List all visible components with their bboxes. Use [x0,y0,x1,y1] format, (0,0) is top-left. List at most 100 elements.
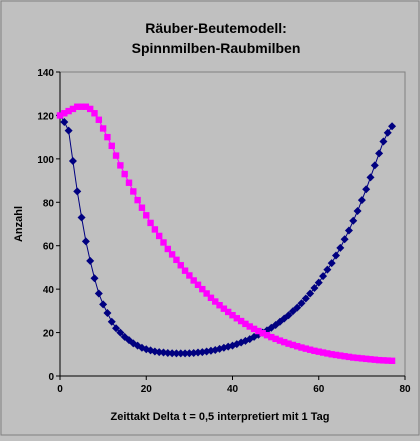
data-point [375,356,383,364]
data-point [284,311,293,320]
data-point [306,346,314,353]
data-point [336,243,345,252]
data-point [60,117,69,126]
data-point [134,196,141,204]
y-axis-label: Anzahl [13,206,25,242]
x-axis-label: Zeittakt Delta t = 0,5 interpretiert mit… [111,411,330,423]
y-tick-label: 0 [48,372,54,383]
data-point [74,103,81,110]
data-point [190,277,197,284]
data-point [185,349,194,358]
data-point [388,357,396,364]
data-point [362,355,370,363]
data-point [112,152,120,159]
data-point [281,338,288,346]
data-point [383,128,392,137]
data-point [155,232,163,240]
data-point [173,256,180,264]
data-point [233,315,241,322]
data-point [107,317,116,326]
data-point [181,349,190,358]
data-point [310,284,319,293]
data-point [164,245,172,253]
data-point [371,356,379,363]
series-1 [56,111,397,358]
data-point [77,213,86,222]
chart-title-line-2: Spinnmilben-Raubmilben [132,40,301,56]
data-point [353,206,362,215]
y-tick-label: 60 [43,242,55,253]
y-tick-label: 80 [43,198,55,209]
data-point [288,307,297,316]
data-point [276,337,284,344]
data-point [86,105,94,113]
data-point [358,355,366,362]
data-point [73,187,82,196]
series-2 [56,103,396,364]
data-point [340,235,349,244]
x-tick-label: 0 [57,384,63,395]
data-point [367,356,374,363]
data-point [302,345,310,352]
data-point [350,354,357,361]
data-point [177,262,184,269]
data-point [268,333,275,341]
data-point [78,103,85,110]
y-tick-label: 40 [43,285,55,296]
data-point [263,331,271,339]
data-point [112,324,121,333]
data-point [332,251,340,260]
y-tick-label: 140 [37,68,54,79]
data-point [293,343,301,350]
data-point [172,349,181,358]
data-point [91,110,98,117]
data-point [61,110,68,117]
data-point [86,256,95,265]
data-point [293,303,302,312]
data-point [121,170,128,178]
data-point [354,354,361,362]
data-point [366,173,375,182]
y-tick-label: 100 [37,155,54,166]
data-point [160,239,167,246]
data-point [229,312,236,319]
data-point [285,340,292,347]
data-point [357,196,366,205]
data-point [319,272,328,281]
data-point [117,162,124,169]
x-tick-label: 20 [141,384,153,395]
data-point [181,267,189,274]
data-point [272,335,279,343]
data-marks [56,103,397,364]
data-point [203,290,210,297]
y-tick-label: 20 [43,329,55,340]
data-point [311,347,318,355]
data-point [344,226,353,235]
data-point [95,116,103,123]
data-point [379,137,388,146]
y-tick-label: 120 [37,111,54,122]
data-point [103,309,112,318]
data-point [349,216,358,225]
data-point [289,341,297,349]
data-point [56,112,64,119]
data-point [163,348,172,357]
data-point [341,353,348,360]
plot-area [59,71,406,377]
data-point [314,278,323,287]
data-point [319,349,327,356]
x-tick-label: 80 [399,384,411,395]
data-point [332,351,340,359]
data-point [143,212,150,219]
data-point [108,142,115,150]
data-point [168,251,176,258]
data-point [345,353,353,361]
data-point [151,226,159,233]
data-point [301,294,310,303]
data-point [259,330,266,337]
data-point [298,344,305,351]
data-point [315,348,322,355]
data-point [199,285,206,293]
data-point [337,352,344,359]
data-point [82,103,90,110]
